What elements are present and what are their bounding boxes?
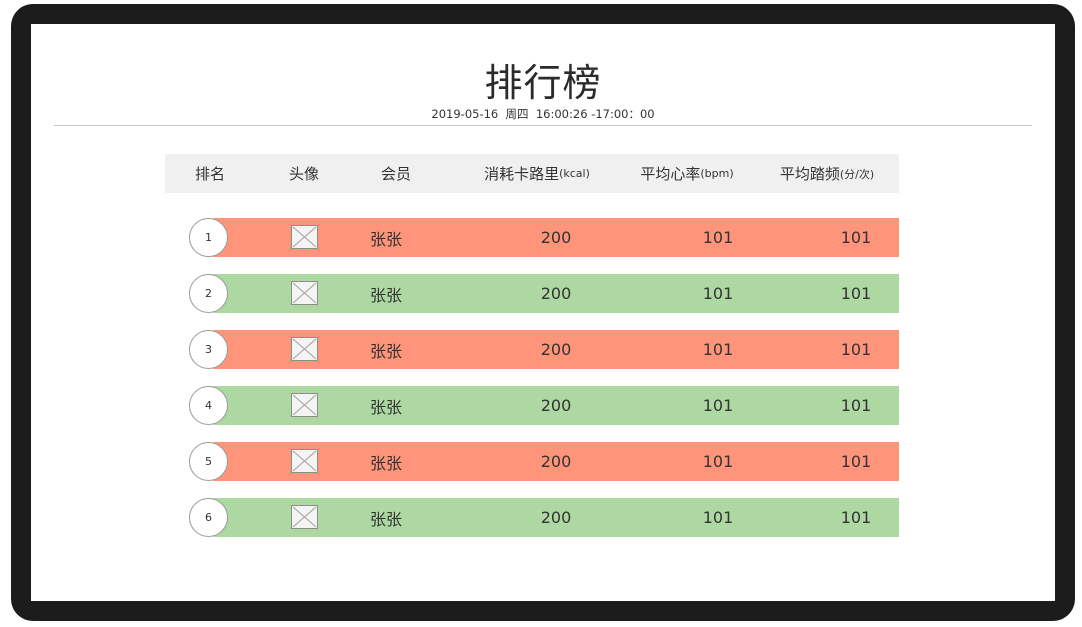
header-calories-label: 消耗卡路里	[484, 165, 560, 183]
calories-value: 200	[540, 452, 572, 471]
header-avatar-label: 头像	[288, 165, 319, 183]
calories-value: 200	[540, 340, 572, 359]
rank-badge: 3	[189, 330, 228, 369]
table-row: 张张 200 101 101	[213, 330, 899, 369]
rank-badge: 1	[189, 218, 228, 257]
table-row: 张张 200 101 101	[213, 498, 899, 537]
header-member: 会员	[351, 154, 441, 193]
member-name: 张张	[369, 229, 402, 249]
header-heart-rate: 平均心率 (bpm)	[619, 154, 755, 193]
heart-rate-value: 101	[702, 508, 734, 527]
rank-badge: 5	[189, 442, 228, 481]
heart-rate-value: 101	[702, 284, 734, 303]
header-heart-rate-label: 平均心率	[640, 165, 701, 183]
header-calories: 消耗卡路里 (kcal)	[447, 154, 627, 193]
table-row: 张张 200 101 101	[213, 218, 899, 257]
header-member-label: 会员	[380, 165, 411, 183]
header-rank-label: 排名	[194, 165, 225, 183]
heart-rate-value: 101	[702, 396, 734, 415]
calories-value: 200	[540, 396, 572, 415]
rank-badge: 6	[189, 498, 228, 537]
header-cadence: 平均踏频 (分/次)	[757, 154, 897, 193]
broken-image-icon	[291, 337, 318, 361]
header-cadence-unit: (分/次)	[839, 167, 875, 181]
rank-badge: 4	[189, 386, 228, 425]
heart-rate-value: 101	[702, 228, 734, 247]
calories-value: 200	[540, 228, 572, 247]
header-calories-unit: (kcal)	[559, 167, 590, 180]
cadence-value: 101	[840, 396, 872, 415]
leaderboard-screen: 排行榜 2019-05-16 周四 16:00:26 -17:00：00 排名 …	[31, 24, 1055, 601]
header-heart-rate-unit: (bpm)	[700, 167, 734, 180]
member-name: 张张	[369, 341, 402, 361]
table-header: 排名 头像 会员 消耗卡路里 (kcal) 平均心率 (bpm) 平均踏频 (分/次)	[165, 154, 899, 193]
member-name: 张张	[369, 397, 402, 417]
page-title: 排行榜	[484, 61, 602, 105]
table-row: 张张 200 101 101	[213, 274, 899, 313]
member-name: 张张	[369, 453, 402, 473]
table-row: 张张 200 101 101	[213, 386, 899, 425]
broken-image-icon	[291, 505, 318, 529]
member-name: 张张	[369, 509, 402, 529]
header-avatar: 头像	[261, 154, 347, 193]
cadence-value: 101	[840, 228, 872, 247]
cadence-value: 101	[840, 452, 872, 471]
title-divider	[54, 125, 1032, 126]
header-rank: 排名	[165, 154, 255, 193]
cadence-value: 101	[840, 340, 872, 359]
table-row: 张张 200 101 101	[213, 442, 899, 481]
device-frame: 排行榜 2019-05-16 周四 16:00:26 -17:00：00 排名 …	[11, 4, 1075, 621]
broken-image-icon	[291, 225, 318, 249]
rank-badge: 2	[189, 274, 228, 313]
calories-value: 200	[540, 508, 572, 527]
session-time: 2019-05-16 周四 16:00:26 -17:00：00	[431, 107, 655, 121]
header-cadence-label: 平均踏频	[779, 165, 840, 183]
heart-rate-value: 101	[702, 452, 734, 471]
calories-value: 200	[540, 284, 572, 303]
broken-image-icon	[291, 393, 318, 417]
heart-rate-value: 101	[702, 340, 734, 359]
cadence-value: 101	[840, 508, 872, 527]
member-name: 张张	[369, 285, 402, 305]
cadence-value: 101	[840, 284, 872, 303]
broken-image-icon	[291, 449, 318, 473]
broken-image-icon	[291, 281, 318, 305]
